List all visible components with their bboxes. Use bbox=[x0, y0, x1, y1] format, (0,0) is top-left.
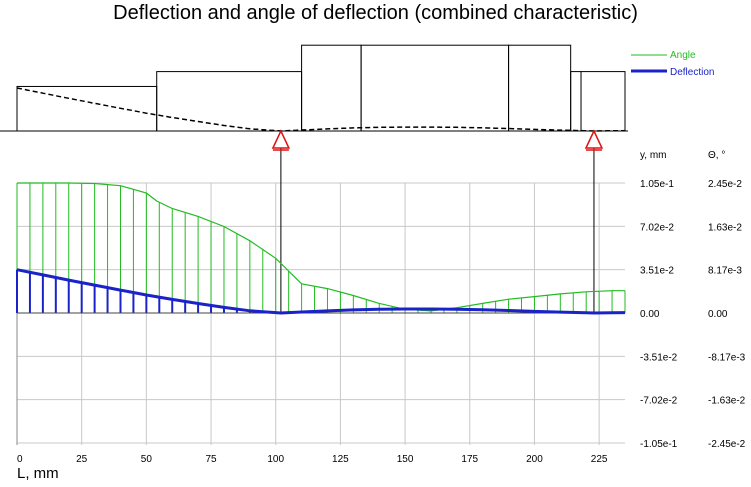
support-triangle-icon bbox=[584, 129, 604, 149]
shaft-section bbox=[16, 85, 158, 132]
theta-tick-label: 8.17e-3 bbox=[708, 266, 742, 277]
x-tick-label: 25 bbox=[76, 454, 88, 465]
theta-tick-label: 2.45e-2 bbox=[708, 179, 742, 190]
x-axis-label: L, mm bbox=[17, 465, 59, 482]
shaft-section bbox=[301, 44, 362, 132]
theta-tick-label: -2.45e-2 bbox=[708, 439, 746, 450]
x-tick-label: 200 bbox=[526, 454, 543, 465]
angle-series-line bbox=[17, 182, 625, 312]
theta-tick-label: -8.17e-3 bbox=[708, 352, 746, 363]
shaft-section bbox=[580, 71, 626, 132]
y-tick-label: 1.05e-1 bbox=[640, 179, 674, 190]
chart-title: Deflection and angle of deflection (comb… bbox=[113, 2, 638, 24]
theta-axis-label: Θ, ° bbox=[708, 150, 725, 161]
x-tick-label: 50 bbox=[141, 454, 153, 465]
theta-tick-label: -1.63e-2 bbox=[708, 396, 746, 407]
y-tick-label: -3.51e-2 bbox=[640, 352, 678, 363]
y-tick-label: 7.02e-2 bbox=[640, 222, 674, 233]
legend-angle-label: Angle bbox=[670, 50, 696, 61]
x-tick-label: 150 bbox=[397, 454, 414, 465]
x-tick-label: 225 bbox=[591, 454, 608, 465]
legend-deflection-label: Deflection bbox=[670, 67, 714, 78]
shaft-section bbox=[508, 44, 572, 132]
x-tick-label: 75 bbox=[205, 454, 217, 465]
shaft-section bbox=[570, 71, 582, 132]
deflection-series-line bbox=[16, 268, 626, 315]
y-tick-label: 0.00 bbox=[640, 309, 660, 320]
y-tick-label: 3.51e-2 bbox=[640, 266, 674, 277]
x-tick-label: 0 bbox=[17, 454, 23, 465]
shaft-deflection-dashed-line bbox=[16, 87, 626, 132]
theta-tick-label: 1.63e-2 bbox=[708, 222, 742, 233]
y-axis-label: y, mm bbox=[640, 150, 666, 161]
shaft-section bbox=[156, 71, 303, 132]
y-tick-label: -1.05e-1 bbox=[640, 439, 678, 450]
x-tick-label: 100 bbox=[267, 454, 284, 465]
x-tick-label: 125 bbox=[332, 454, 349, 465]
support-triangle-icon bbox=[271, 129, 291, 149]
x-tick-label: 175 bbox=[461, 454, 478, 465]
theta-tick-label: 0.00 bbox=[708, 309, 728, 320]
y-tick-label: -7.02e-2 bbox=[640, 396, 678, 407]
shaft-section bbox=[360, 44, 510, 132]
